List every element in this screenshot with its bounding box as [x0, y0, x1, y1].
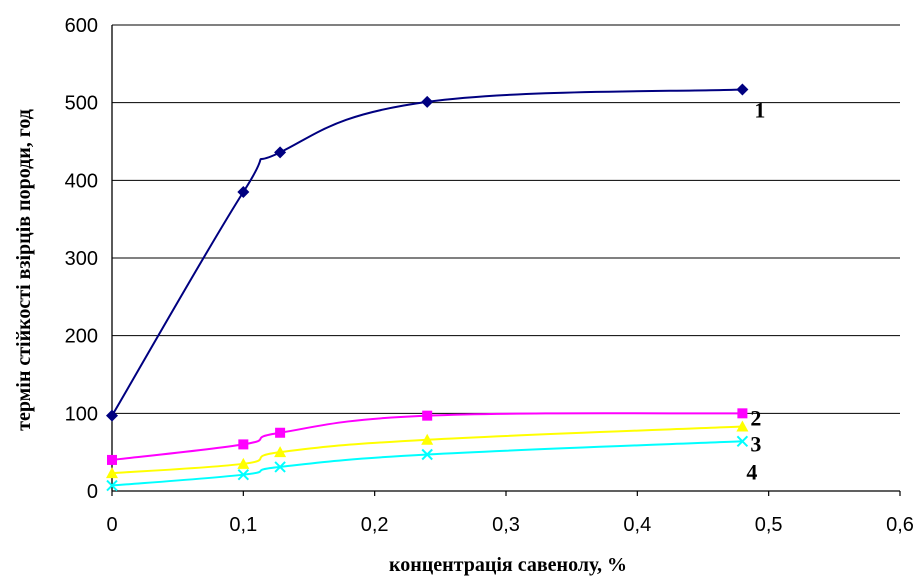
series-line — [111, 88, 743, 417]
series-line — [111, 412, 743, 461]
series-label: 1 — [754, 97, 765, 122]
data-point — [237, 457, 250, 469]
x-tick-label: 0,4 — [623, 514, 651, 536]
gridlines — [112, 24, 900, 414]
series-label: 4 — [746, 459, 757, 484]
x-tick-label: 0,3 — [492, 514, 520, 536]
y-tick-label: 500 — [65, 93, 98, 115]
y-tick-label: 200 — [65, 326, 98, 348]
series-label: 2 — [750, 405, 761, 430]
series-group: 1 234 — [106, 83, 765, 492]
y-tick-label: 600 — [65, 15, 98, 37]
data-point — [736, 83, 749, 96]
data-point — [274, 146, 287, 159]
data-point — [421, 448, 433, 461]
data-point — [106, 479, 118, 492]
data-point — [421, 95, 434, 108]
data-point — [237, 185, 250, 198]
series-label: 3 — [750, 432, 761, 457]
data-point — [422, 410, 433, 421]
series-2: 2 — [107, 405, 761, 465]
data-point — [737, 408, 748, 419]
y-tick-label: 300 — [65, 248, 98, 270]
data-point — [238, 439, 249, 450]
data-point — [274, 461, 286, 473]
data-point — [106, 467, 118, 479]
series-line — [111, 425, 743, 475]
data-point — [237, 468, 250, 481]
data-point — [106, 409, 118, 422]
data-point — [736, 435, 749, 448]
x-tick-label: 0 — [106, 514, 117, 536]
x-tick-label: 0,5 — [755, 514, 783, 536]
y-tick-labels: 0 100 200 300 400 500 600 — [65, 15, 98, 503]
data-point — [107, 454, 117, 465]
data-point — [274, 446, 287, 458]
x-tick-label: 0,2 — [361, 514, 389, 536]
y-axis-title: термін стійкості взірців породи, год — [13, 109, 35, 431]
data-point — [421, 433, 434, 445]
series-4: 4 — [106, 435, 757, 492]
x-tick-label: 0,1 — [229, 514, 257, 536]
data-point — [736, 420, 749, 432]
series-1: 1 — [106, 83, 765, 422]
x-axis-title: концентрація савенолу, % — [389, 554, 627, 576]
y-tick-label: 100 — [65, 403, 98, 425]
data-point — [275, 427, 286, 438]
series-3: 3 — [106, 420, 761, 479]
x-tick-labels: 0 0,1 0,2 0,3 0,4 0,5 0,6 — [106, 514, 913, 536]
y-tick-label: 0 — [87, 481, 98, 503]
x-tick-label: 0,6 — [886, 514, 914, 536]
y-tick-label: 400 — [65, 170, 98, 192]
series-line — [111, 440, 743, 487]
